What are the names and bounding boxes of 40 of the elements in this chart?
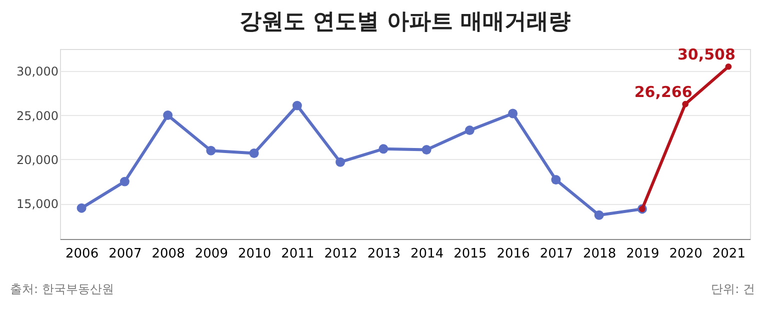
x-tick-label: 2011	[281, 246, 314, 262]
point	[725, 63, 732, 70]
x-tick-label: 2010	[238, 246, 272, 262]
point	[594, 210, 604, 220]
y-tick-label: 25,000	[16, 108, 58, 123]
data-label: 30,508	[677, 46, 736, 64]
text: 단위: 건	[711, 282, 755, 296]
y-tick-label: 15,000	[16, 197, 58, 212]
point	[422, 145, 432, 154]
source-note: 출처: 한국부동산원	[10, 282, 114, 296]
chart-title: 강원도 연도별 아파트 매매거래량	[240, 10, 570, 35]
point	[292, 100, 302, 110]
data-label: 26,266	[634, 83, 692, 102]
point	[508, 108, 518, 118]
y-tick-label: 20,000	[16, 152, 58, 167]
x-tick-label: 2017	[540, 246, 573, 262]
x-tick-label: 2015	[454, 246, 487, 262]
point	[76, 203, 86, 213]
point	[120, 176, 130, 186]
point	[464, 126, 474, 136]
x-tick-label: 2020	[669, 246, 702, 262]
point	[336, 157, 346, 167]
x-tick-label: 2021	[712, 246, 746, 262]
x-tick-label: 2019	[626, 246, 660, 262]
point	[163, 110, 173, 120]
point	[206, 146, 216, 156]
x-tick-label: 2013	[367, 246, 400, 262]
x-tick-label: 2009	[194, 246, 228, 262]
point	[378, 144, 388, 154]
x-tick-label: 2006	[66, 246, 99, 262]
x-tick-label: 2014	[410, 246, 444, 262]
point	[551, 175, 561, 185]
x-tick-label: 2018	[583, 246, 616, 262]
x-tick-label: 2012	[324, 246, 358, 262]
y-tick-label: 30,000	[16, 64, 58, 79]
x-tick-label: 2016	[496, 246, 530, 262]
point	[249, 148, 259, 158]
point	[682, 100, 688, 108]
x-tick-label: 2007	[108, 246, 142, 262]
x-tick-label: 2008	[152, 246, 185, 262]
